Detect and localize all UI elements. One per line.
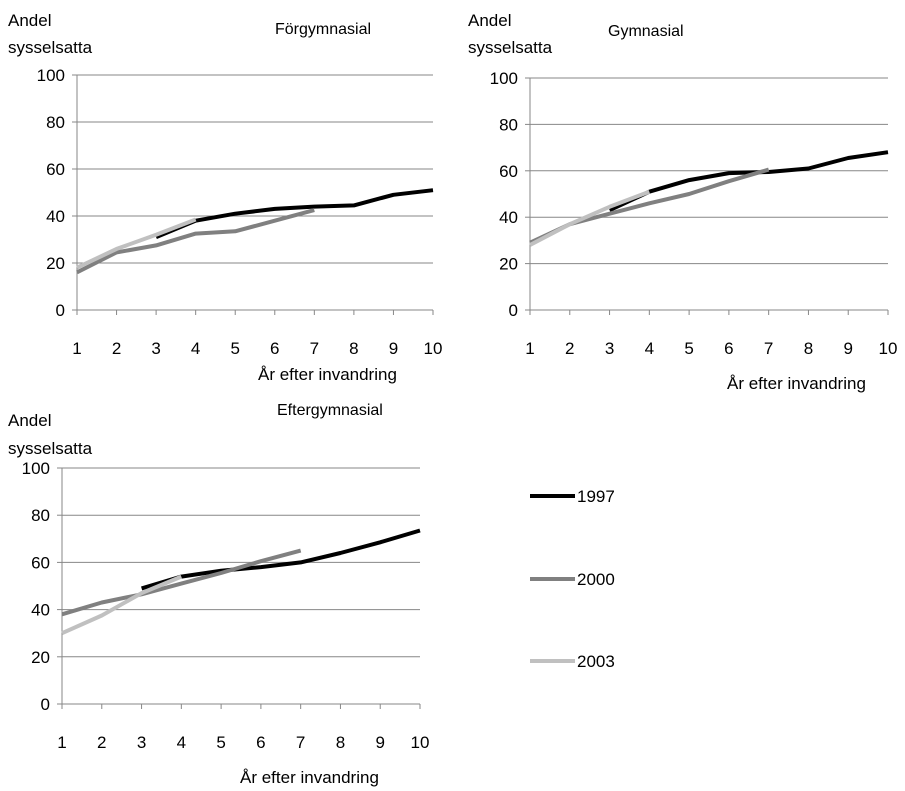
series-line-2003 bbox=[529, 189, 651, 247]
series-line-2003 bbox=[61, 574, 183, 636]
x-tick-label: 5 bbox=[216, 733, 225, 752]
x-tick-label: 10 bbox=[879, 339, 898, 358]
y-tick-label: 0 bbox=[509, 301, 518, 320]
y-tick-label: 20 bbox=[499, 255, 518, 274]
series-line-1997 bbox=[155, 188, 434, 240]
legend-label-2003: 2003 bbox=[577, 652, 615, 671]
x-tick-label: 1 bbox=[72, 339, 81, 358]
x-tick-label: 4 bbox=[177, 733, 186, 752]
x-tick-label: 10 bbox=[411, 733, 430, 752]
panel-forgymnasial: 0 20 40 60 80 100 1 2 3 4 5 6 7 8 9 10 Andel sysselsatta F… bbox=[8, 11, 442, 384]
y-tick-label: 20 bbox=[31, 648, 50, 667]
y-tick-label: 60 bbox=[499, 162, 518, 181]
x-tick-label: 4 bbox=[645, 339, 654, 358]
x-axis-label: År efter invandring bbox=[727, 374, 866, 393]
x-tick-label: 6 bbox=[270, 339, 279, 358]
y-axis-label-line2: sysselsatta bbox=[8, 38, 93, 57]
y-tick-label: 80 bbox=[499, 115, 518, 134]
y-tick-label: 40 bbox=[46, 207, 65, 226]
y-tick-label: 80 bbox=[31, 506, 50, 525]
series-line-1997 bbox=[141, 528, 421, 591]
y-tick-label: 100 bbox=[22, 459, 50, 478]
series-line-2000 bbox=[61, 548, 302, 617]
legend: 1997 2000 2003 bbox=[530, 487, 615, 671]
panel-eftergymnasial: 0 20 40 60 80 100 1 2 3 4 5 6 7 8 9 10 Andel sysselsatta E… bbox=[8, 402, 429, 787]
series-line-2000 bbox=[529, 167, 770, 245]
y-axis-label-line1: Andel bbox=[468, 11, 511, 30]
y-tick-label: 40 bbox=[499, 208, 518, 227]
x-tick-label: 5 bbox=[230, 339, 239, 358]
x-tick-label: 1 bbox=[57, 733, 66, 752]
x-tick-label: 5 bbox=[684, 339, 693, 358]
series-line-2003 bbox=[76, 217, 197, 270]
chart-title: Förgymnasial bbox=[275, 21, 371, 38]
x-axis-label: År efter invandring bbox=[240, 768, 379, 787]
y-axis-label-line2: sysselsatta bbox=[468, 38, 553, 57]
chart-title: Eftergymnasial bbox=[277, 402, 383, 419]
y-axis-label-line1: Andel bbox=[8, 11, 51, 30]
x-tick-label: 2 bbox=[97, 733, 106, 752]
x-tick-label: 3 bbox=[151, 339, 160, 358]
legend-label-2000: 2000 bbox=[577, 570, 615, 589]
x-tick-label: 7 bbox=[764, 339, 773, 358]
x-tick-label: 2 bbox=[112, 339, 121, 358]
y-axis-label-line1: Andel bbox=[8, 411, 51, 430]
y-tick-label: 80 bbox=[46, 113, 65, 132]
x-tick-label: 9 bbox=[389, 339, 398, 358]
series-line-2000 bbox=[76, 208, 315, 275]
panel-gymnasial: 0 20 40 60 80 100 1 2 3 4 5 6 7 8 9 10 Andel sysselsatta G… bbox=[468, 11, 897, 393]
y-tick-label: 60 bbox=[46, 160, 65, 179]
y-tick-label: 60 bbox=[31, 553, 50, 572]
x-tick-label: 8 bbox=[804, 339, 813, 358]
x-axis-label: År efter invandring bbox=[258, 365, 397, 384]
y-tick-label: 100 bbox=[37, 66, 65, 85]
y-tick-label: 20 bbox=[46, 254, 65, 273]
y-axis-label-line2: sysselsatta bbox=[8, 439, 93, 458]
y-tick-label: 100 bbox=[490, 69, 518, 88]
y-tick-label: 40 bbox=[31, 601, 50, 620]
legend-label-1997: 1997 bbox=[577, 487, 615, 506]
x-tick-label: 2 bbox=[565, 339, 574, 358]
x-tick-label: 6 bbox=[724, 339, 733, 358]
y-tick-label: 0 bbox=[41, 695, 50, 714]
x-tick-label: 3 bbox=[605, 339, 614, 358]
x-tick-label: 9 bbox=[375, 733, 384, 752]
x-tick-label: 7 bbox=[296, 733, 305, 752]
x-tick-label: 9 bbox=[843, 339, 852, 358]
x-tick-label: 6 bbox=[256, 733, 265, 752]
y-tick-label: 0 bbox=[56, 301, 65, 320]
x-tick-label: 8 bbox=[336, 733, 345, 752]
chart-title: Gymnasial bbox=[608, 23, 684, 40]
x-tick-label: 4 bbox=[191, 339, 200, 358]
x-tick-label: 8 bbox=[349, 339, 358, 358]
series-line-1997 bbox=[608, 150, 889, 213]
x-tick-label: 7 bbox=[310, 339, 319, 358]
x-tick-label: 10 bbox=[424, 339, 443, 358]
x-tick-label: 1 bbox=[525, 339, 534, 358]
x-tick-label: 3 bbox=[137, 733, 146, 752]
